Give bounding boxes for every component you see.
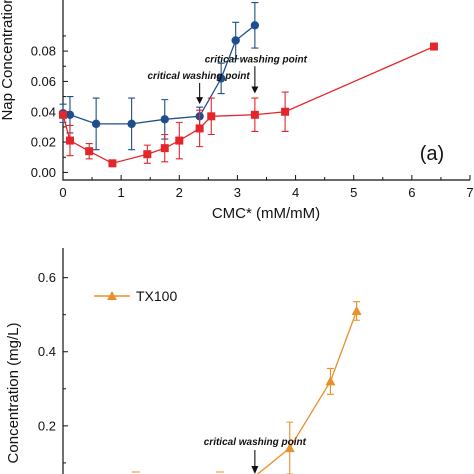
- annotation-label: critical washing point: [204, 437, 307, 448]
- legend-label: TX100: [136, 288, 177, 304]
- y-tick-label: 0.08: [31, 44, 56, 59]
- series-1-point: [65, 136, 74, 145]
- panel-a: 0.00 0.02 0.04 0.06 0.08 0 1 2 3 4 5 6 7 CMC* (mM/mM)…: [0, 0, 474, 222]
- series-1-point: [207, 112, 216, 121]
- panel-b: 0.2 0.4 0.6 Concentration (mg/L) TX100 critic…: [5, 248, 362, 474]
- series-1-point: [59, 110, 67, 119]
- legend-marker: [107, 291, 117, 300]
- x-tick-label: 4: [292, 185, 299, 200]
- y-tick-label: 0.2: [38, 418, 56, 433]
- series-0-point: [351, 305, 362, 315]
- annotation-label: critical washing point: [148, 71, 251, 82]
- series-1-point: [429, 42, 438, 51]
- series-0-point: [127, 119, 136, 129]
- x-tick-label: 0: [59, 185, 66, 200]
- y-tick-label: 0.04: [31, 104, 56, 119]
- series-0-point: [284, 443, 295, 453]
- series-0-point: [160, 115, 169, 124]
- series-1-point: [143, 150, 152, 159]
- series-1-point: [195, 124, 204, 133]
- y-tick-label: 0.02: [31, 135, 56, 150]
- series-0-point: [65, 110, 75, 119]
- series-0-point: [231, 36, 240, 45]
- x-tick-label: 3: [234, 185, 241, 200]
- y-tick-label: 0.4: [38, 344, 56, 359]
- panel-label: (a): [420, 143, 444, 165]
- x-tick-label: 7: [466, 185, 473, 200]
- annotation-arrow-head: [196, 97, 204, 105]
- annotation-arrow-head: [251, 466, 259, 474]
- series-0-point: [325, 376, 336, 386]
- x-tick-label: 6: [408, 185, 415, 200]
- series-1-point: [175, 136, 184, 145]
- axis-frame: [62, 0, 470, 181]
- series-1-point: [250, 110, 259, 119]
- annotation-arrow-head: [251, 86, 259, 94]
- annotation-label: critical washing point: [205, 54, 308, 65]
- x-tick-label: 5: [350, 185, 357, 200]
- y-axis-title: Nap Concentration: [0, 0, 16, 121]
- series-1-point: [160, 144, 169, 153]
- x-tick-label: 2: [176, 185, 183, 200]
- series-0-point: [216, 74, 226, 83]
- series-0-line: [257, 310, 358, 474]
- series-0-point: [91, 119, 101, 129]
- x-tick-label: 1: [118, 185, 125, 200]
- series-1-point: [281, 107, 290, 116]
- y-tick-label: 0.00: [31, 165, 56, 180]
- x-axis-title: CMC* (mM/mM): [212, 205, 320, 222]
- series-1-point: [85, 147, 94, 156]
- series-0-point: [250, 21, 260, 30]
- y-axis-title: Concentration (mg/L): [5, 323, 22, 464]
- y-tick-label: 0.6: [38, 270, 56, 285]
- series-1-point: [108, 159, 117, 168]
- y-tick-label: 0.06: [31, 74, 56, 89]
